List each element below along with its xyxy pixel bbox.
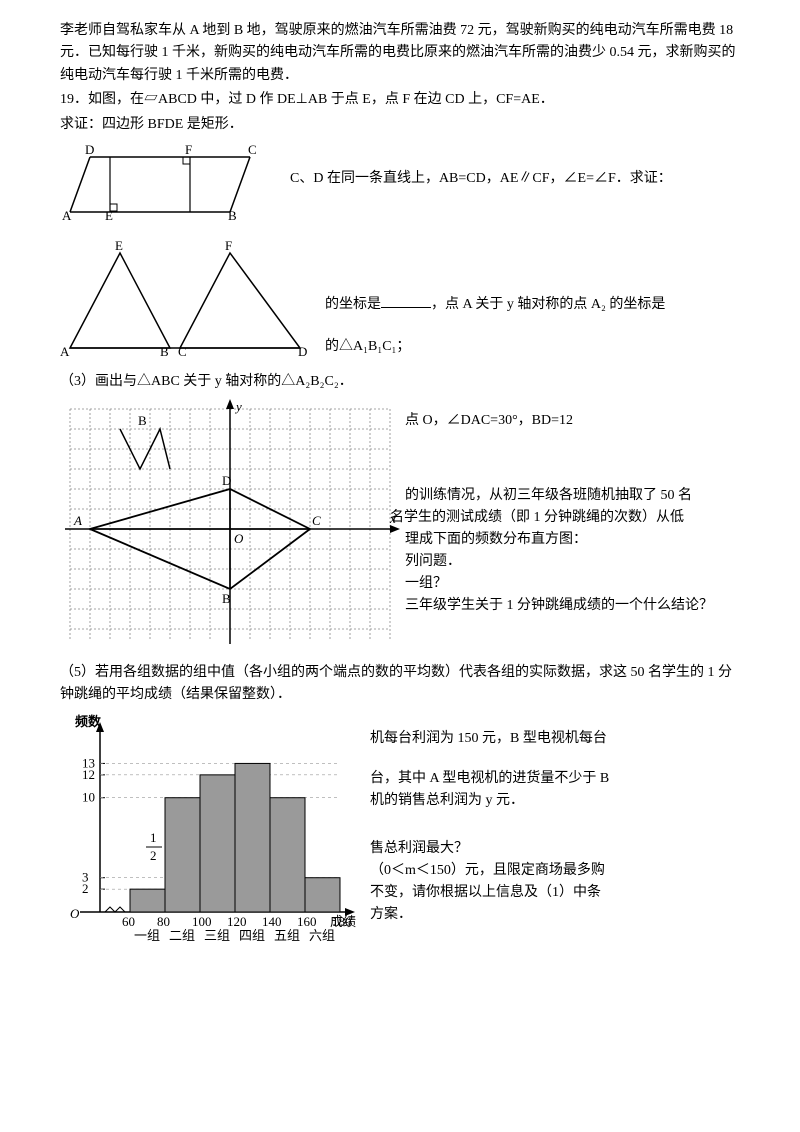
svg-text:160: 160	[297, 914, 317, 929]
overlay-text-12: 台，其中 A 型电视机的进货量不少于 B	[370, 768, 609, 790]
svg-text:O: O	[234, 531, 244, 546]
overlay-text-11: 机每台利润为 150 元，B 型电视机每台	[370, 728, 607, 750]
overlay-text-7: 理成下面的频数分布直方图：	[405, 529, 587, 551]
svg-text:80: 80	[157, 914, 170, 929]
overlay-text-1: C、D 在同一条直线上，AB=CD，AE∥CF，∠E=∠F．求证：	[290, 168, 672, 190]
svg-text:2: 2	[150, 848, 157, 863]
figure-triangles-block: E F A B C D 的坐标是，点 A 关于 y 轴对称的点 A₂ 的坐标是 …	[60, 234, 740, 370]
svg-text:60: 60	[122, 914, 135, 929]
svg-text:O: O	[70, 906, 80, 921]
svg-text:E: E	[105, 208, 113, 222]
svg-text:D: D	[222, 473, 231, 488]
svg-text:10: 10	[82, 790, 95, 805]
overlay-text-16: 不变，请你根据以上信息及（1）中条	[370, 882, 601, 904]
svg-text:C: C	[248, 142, 257, 157]
svg-text:B: B	[228, 208, 237, 222]
svg-text:六组: 六组	[309, 928, 335, 943]
svg-text:F: F	[185, 142, 192, 157]
svg-text:13: 13	[82, 756, 95, 771]
svg-text:一组: 一组	[134, 928, 160, 943]
svg-text:D: D	[85, 142, 94, 157]
overlay-text-13: 机的销售总利润为 y 元．	[370, 790, 524, 812]
svg-text:120: 120	[227, 914, 247, 929]
figure-grid-block: B D A O C B x y 点 O，∠DAC=30°，BD=12 的训练情况…	[60, 395, 740, 661]
overlay-2a: 的坐标是	[325, 297, 381, 312]
overlay-text-5: 的训练情况，从初三年级各班随机抽取了 50 名	[405, 485, 692, 507]
svg-text:A: A	[60, 344, 70, 358]
paragraph-3: 求证：四边形 BFDE 是矩形．	[60, 114, 740, 136]
overlay-2b: ，点 A 关于 y 轴对称的点 A₂ 的坐标是	[431, 297, 665, 312]
svg-text:三组: 三组	[204, 928, 230, 943]
svg-text:B: B	[222, 591, 231, 606]
svg-text:B: B	[160, 344, 169, 358]
overlay-text-6: 名学生的测试成绩（即 1 分钟跳绳的次数）从低	[390, 507, 684, 529]
svg-text:3: 3	[82, 870, 89, 885]
svg-text:y: y	[234, 399, 242, 414]
overlay-text-8: 列问题．	[405, 551, 461, 573]
overlay-text-17: 方案．	[370, 904, 412, 926]
overlay-text-9: 一组？	[405, 573, 447, 595]
histogram-svg: 231012136080100120140160180一组二组三组四组五组六组频…	[60, 712, 360, 952]
svg-text:140: 140	[262, 914, 282, 929]
blank-field	[381, 294, 431, 308]
svg-text:四组: 四组	[239, 928, 265, 943]
svg-text:100: 100	[192, 914, 212, 929]
overlay-text-14: 售总利润最大？	[370, 838, 468, 860]
svg-text:C: C	[178, 344, 187, 358]
overlay-text-10: 三年级学生关于 1 分钟跳绳成绩的一个什么结论？	[405, 595, 713, 617]
svg-text:五组: 五组	[274, 928, 300, 943]
svg-text:F: F	[225, 238, 232, 253]
svg-text:1: 1	[150, 830, 157, 845]
paragraph-2: 19．如图，在▱ABCD 中，过 D 作 DE⊥AB 于点 E，点 F 在边 C…	[60, 89, 740, 111]
triangles-svg: E F A B C D	[60, 238, 320, 358]
overlay-text-2: 的坐标是 ，点 A 关于 y 轴对称的点 A₂ 的坐标是	[325, 294, 665, 316]
svg-text:A: A	[73, 513, 82, 528]
svg-text:A: A	[62, 208, 72, 222]
parallelogram-svg: D F C A E B	[60, 142, 280, 222]
svg-text:C: C	[312, 513, 321, 528]
paragraph-5: （5）若用各组数据的组中值（各小组的两个端点的数的平均数）代表各组的实际数据，求…	[60, 662, 740, 707]
overlay-text-3: 的△A₁B₁C₁；	[325, 336, 410, 358]
paragraph-1: 李老师自驾私家车从 A 地到 B 地，驾驶原来的燃油汽车所需油费 72 元，驾驶…	[60, 20, 740, 87]
overlay-text-15: （0＜m＜150）元，且限定商场最多购	[370, 860, 605, 882]
figure-parallelogram-block: D F C A E B C、D 在同一条直线上，AB=CD，AE∥CF，∠E=∠…	[60, 138, 740, 234]
grid-svg: B D A O C B x y	[60, 399, 400, 649]
figure-histogram-block: 231012136080100120140160180一组二组三组四组五组六组频…	[60, 708, 740, 964]
svg-text:E: E	[115, 238, 123, 253]
svg-text:成绩: 成绩	[330, 914, 356, 929]
svg-text:二组: 二组	[169, 928, 195, 943]
svg-text:D: D	[298, 344, 307, 358]
overlay-text-4: 点 O，∠DAC=30°，BD=12	[405, 410, 573, 432]
svg-text:B: B	[138, 413, 147, 428]
svg-text:频数: 频数	[75, 714, 102, 729]
paragraph-4: （3）画出与△ABC 关于 y 轴对称的△A₂B₂C₂．	[60, 371, 740, 393]
